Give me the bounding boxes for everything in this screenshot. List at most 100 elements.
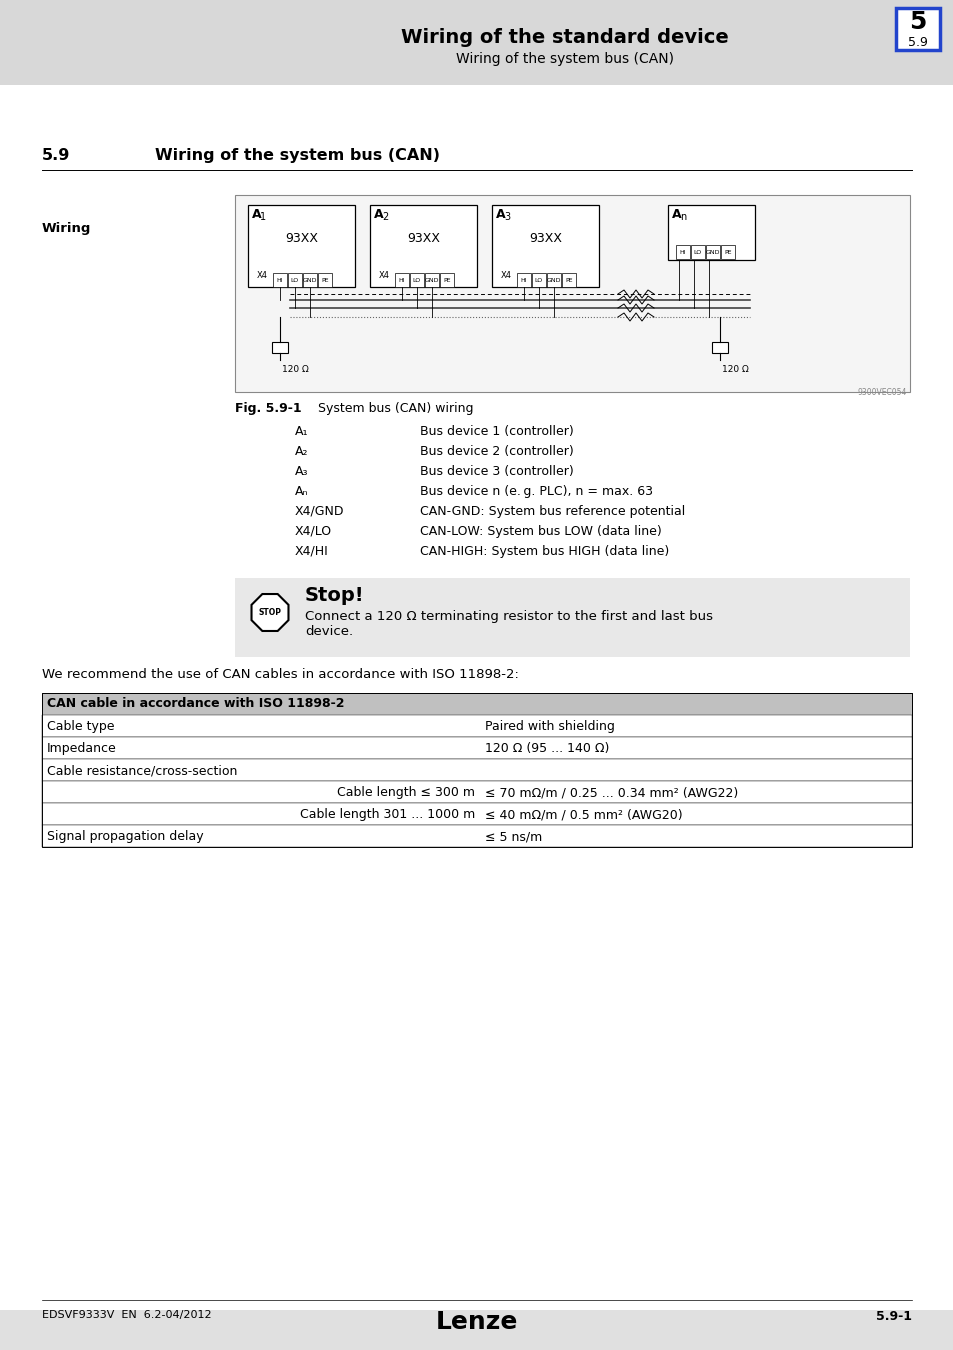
- FancyBboxPatch shape: [690, 244, 704, 259]
- FancyBboxPatch shape: [42, 716, 911, 737]
- Text: X4/HI: X4/HI: [294, 545, 329, 558]
- Text: Cable resistance/cross-section: Cable resistance/cross-section: [47, 764, 237, 778]
- FancyBboxPatch shape: [517, 273, 531, 288]
- Text: GND: GND: [302, 278, 317, 282]
- Text: 93XX: 93XX: [529, 231, 561, 244]
- Text: CAN-LOW: System bus LOW (data line): CAN-LOW: System bus LOW (data line): [419, 525, 661, 539]
- Text: X4: X4: [500, 271, 512, 279]
- FancyBboxPatch shape: [439, 273, 454, 288]
- FancyBboxPatch shape: [546, 273, 560, 288]
- Text: LO: LO: [291, 278, 299, 282]
- FancyBboxPatch shape: [288, 273, 302, 288]
- Text: 3: 3: [503, 212, 510, 221]
- FancyBboxPatch shape: [0, 85, 953, 1310]
- FancyBboxPatch shape: [248, 205, 355, 288]
- Text: 5.9: 5.9: [907, 36, 927, 49]
- Text: PE: PE: [723, 250, 731, 255]
- Text: Bus device n (e. g. PLC), n = max. 63: Bus device n (e. g. PLC), n = max. 63: [419, 485, 652, 498]
- FancyBboxPatch shape: [667, 205, 754, 261]
- Text: Impedance: Impedance: [47, 743, 116, 755]
- Text: LO: LO: [693, 250, 701, 255]
- Text: HI: HI: [520, 278, 527, 282]
- FancyBboxPatch shape: [711, 342, 727, 352]
- Text: CAN cable in accordance with ISO 11898-2: CAN cable in accordance with ISO 11898-2: [47, 697, 344, 710]
- Text: 93XX: 93XX: [285, 231, 317, 244]
- Text: 5.9: 5.9: [42, 148, 71, 163]
- Text: HI: HI: [398, 278, 405, 282]
- Text: Wiring: Wiring: [42, 221, 91, 235]
- Text: Cable length ≤ 300 m: Cable length ≤ 300 m: [336, 786, 475, 799]
- FancyBboxPatch shape: [303, 273, 316, 288]
- Text: X4: X4: [378, 271, 390, 279]
- Text: Wiring of the system bus (CAN): Wiring of the system bus (CAN): [154, 148, 439, 163]
- FancyBboxPatch shape: [42, 759, 911, 782]
- FancyBboxPatch shape: [234, 578, 909, 657]
- Text: A₂: A₂: [294, 446, 308, 458]
- FancyBboxPatch shape: [424, 273, 438, 288]
- Text: System bus (CAN) wiring: System bus (CAN) wiring: [317, 402, 473, 414]
- FancyBboxPatch shape: [705, 244, 720, 259]
- Text: 5.9-1: 5.9-1: [875, 1310, 911, 1323]
- Text: EDSVF9333V  EN  6.2-04/2012: EDSVF9333V EN 6.2-04/2012: [42, 1310, 212, 1320]
- Text: A₃: A₃: [294, 464, 308, 478]
- Text: Stop!: Stop!: [305, 586, 364, 605]
- Text: Cable length 301 ... 1000 m: Cable length 301 ... 1000 m: [299, 809, 475, 821]
- Text: GND: GND: [705, 250, 720, 255]
- Text: ≤ 5 ns/m: ≤ 5 ns/m: [484, 830, 541, 842]
- FancyBboxPatch shape: [395, 273, 409, 288]
- Text: Bus device 2 (controller): Bus device 2 (controller): [419, 446, 573, 458]
- Text: STOP: STOP: [258, 608, 281, 617]
- FancyBboxPatch shape: [272, 342, 288, 352]
- Text: PE: PE: [321, 278, 329, 282]
- Text: 2: 2: [381, 212, 388, 221]
- Text: A: A: [374, 208, 383, 221]
- FancyBboxPatch shape: [720, 244, 734, 259]
- FancyBboxPatch shape: [42, 782, 911, 803]
- Polygon shape: [252, 594, 288, 630]
- Text: Lenze: Lenze: [436, 1310, 517, 1334]
- FancyBboxPatch shape: [42, 693, 911, 716]
- Text: GND: GND: [424, 278, 438, 282]
- FancyBboxPatch shape: [370, 205, 476, 288]
- Text: PE: PE: [565, 278, 572, 282]
- Text: A₁: A₁: [294, 425, 308, 437]
- FancyBboxPatch shape: [561, 273, 576, 288]
- FancyBboxPatch shape: [895, 8, 939, 50]
- FancyBboxPatch shape: [532, 273, 545, 288]
- Text: 120 Ω: 120 Ω: [282, 364, 309, 374]
- Text: ≤ 40 mΩ/m / 0.5 mm² (AWG20): ≤ 40 mΩ/m / 0.5 mm² (AWG20): [484, 809, 682, 821]
- Text: PE: PE: [443, 278, 450, 282]
- Text: LO: LO: [535, 278, 542, 282]
- Text: 1: 1: [260, 212, 266, 221]
- Text: 5: 5: [908, 9, 925, 34]
- FancyBboxPatch shape: [492, 205, 598, 288]
- Text: X4: X4: [256, 271, 268, 279]
- Text: LO: LO: [413, 278, 420, 282]
- Text: n: n: [679, 212, 685, 221]
- Text: ≤ 70 mΩ/m / 0.25 ... 0.34 mm² (AWG22): ≤ 70 mΩ/m / 0.25 ... 0.34 mm² (AWG22): [484, 786, 738, 799]
- Text: Bus device 3 (controller): Bus device 3 (controller): [419, 464, 573, 478]
- FancyBboxPatch shape: [410, 273, 423, 288]
- Text: Paired with shielding: Paired with shielding: [484, 720, 615, 733]
- Text: 120 Ω (95 ... 140 Ω): 120 Ω (95 ... 140 Ω): [484, 743, 609, 755]
- Text: Bus device 1 (controller): Bus device 1 (controller): [419, 425, 573, 437]
- FancyBboxPatch shape: [42, 825, 911, 846]
- Text: Signal propagation delay: Signal propagation delay: [47, 830, 203, 842]
- Text: X4/LO: X4/LO: [294, 525, 332, 539]
- Text: Aₙ: Aₙ: [294, 485, 308, 498]
- Text: HI: HI: [276, 278, 283, 282]
- Text: Wiring of the standard device: Wiring of the standard device: [400, 28, 728, 47]
- Text: 120 Ω: 120 Ω: [721, 364, 748, 374]
- Text: Wiring of the system bus (CAN): Wiring of the system bus (CAN): [456, 53, 673, 66]
- FancyBboxPatch shape: [273, 273, 287, 288]
- FancyBboxPatch shape: [676, 244, 689, 259]
- FancyBboxPatch shape: [317, 273, 332, 288]
- Text: HI: HI: [679, 250, 685, 255]
- Text: 93XX: 93XX: [407, 231, 439, 244]
- Text: Fig. 5.9-1: Fig. 5.9-1: [234, 402, 301, 414]
- Text: 9300VEC054: 9300VEC054: [857, 387, 906, 397]
- FancyBboxPatch shape: [234, 194, 909, 392]
- Text: GND: GND: [546, 278, 560, 282]
- Text: CAN-HIGH: System bus HIGH (data line): CAN-HIGH: System bus HIGH (data line): [419, 545, 669, 558]
- FancyBboxPatch shape: [0, 0, 953, 85]
